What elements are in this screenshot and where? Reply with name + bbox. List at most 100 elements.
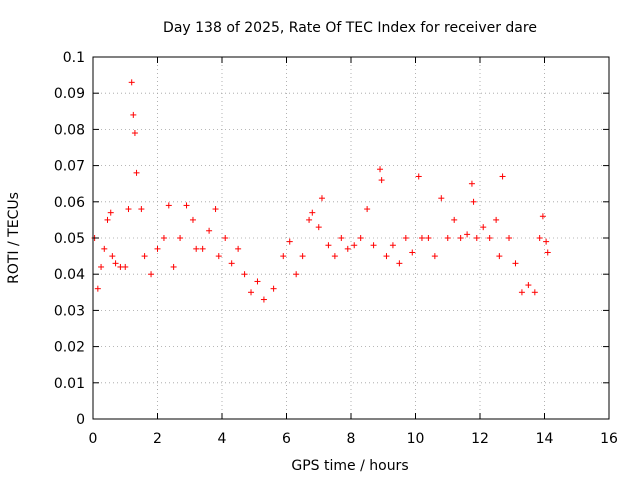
data-point bbox=[444, 235, 451, 241]
data-point bbox=[109, 253, 116, 260]
data-point bbox=[486, 235, 493, 241]
data-point bbox=[480, 224, 487, 231]
data-point bbox=[309, 209, 316, 216]
data-point bbox=[138, 206, 145, 213]
data-point bbox=[133, 169, 140, 176]
data-point bbox=[415, 173, 422, 180]
data-point bbox=[183, 202, 190, 209]
data-point bbox=[189, 216, 196, 223]
data-point bbox=[101, 245, 108, 252]
data-point bbox=[402, 235, 409, 241]
data-point bbox=[286, 238, 293, 245]
data-point bbox=[260, 296, 267, 303]
data-point bbox=[470, 198, 477, 205]
x-tick-label: 10 bbox=[407, 431, 425, 447]
data-point bbox=[193, 245, 200, 252]
data-point bbox=[531, 289, 538, 296]
data-point bbox=[94, 285, 101, 292]
data-point bbox=[438, 195, 445, 202]
data-point bbox=[377, 166, 384, 173]
data-point bbox=[351, 242, 358, 249]
y-tick-label: 0.05 bbox=[54, 231, 85, 247]
data-point bbox=[131, 130, 138, 137]
y-tick-label: 0.1 bbox=[63, 50, 85, 66]
data-point bbox=[170, 263, 177, 270]
data-point bbox=[280, 253, 287, 260]
y-tick-label: 0.02 bbox=[54, 340, 85, 356]
y-tick-label: 0.03 bbox=[54, 303, 85, 319]
y-tick-label: 0.09 bbox=[54, 86, 85, 102]
data-point bbox=[338, 235, 345, 241]
data-point bbox=[543, 238, 550, 245]
grid-lines bbox=[93, 57, 609, 419]
data-point bbox=[199, 245, 206, 252]
y-tick-label: 0.06 bbox=[54, 195, 85, 211]
data-point bbox=[344, 245, 351, 252]
data-point bbox=[396, 260, 403, 267]
data-point bbox=[496, 253, 503, 260]
data-point bbox=[473, 235, 480, 241]
chart-title: Day 138 of 2025, Rate Of TEC Index for r… bbox=[163, 20, 537, 36]
data-point bbox=[293, 271, 300, 278]
data-point bbox=[154, 245, 161, 252]
x-tick-label: 6 bbox=[282, 431, 291, 447]
data-point bbox=[493, 216, 500, 223]
data-point bbox=[228, 260, 235, 267]
data-point bbox=[165, 202, 172, 209]
data-point bbox=[389, 242, 396, 249]
data-point bbox=[148, 271, 155, 278]
data-point bbox=[254, 278, 261, 285]
data-point bbox=[112, 260, 119, 267]
x-tick-label: 12 bbox=[471, 431, 489, 447]
data-point bbox=[544, 249, 551, 256]
data-point bbox=[518, 289, 525, 296]
data-point bbox=[206, 227, 213, 234]
x-axis-label: GPS time / hours bbox=[291, 458, 408, 474]
data-point bbox=[357, 235, 364, 241]
x-tick-label: 4 bbox=[218, 431, 227, 447]
data-point bbox=[512, 260, 519, 267]
data-point bbox=[215, 253, 222, 260]
data-point bbox=[122, 263, 129, 270]
x-tick-label: 8 bbox=[347, 431, 356, 447]
data-point bbox=[104, 216, 111, 223]
data-point bbox=[418, 235, 425, 241]
y-tick-label: 0.08 bbox=[54, 122, 85, 138]
data-point bbox=[248, 289, 255, 296]
data-points bbox=[91, 79, 551, 303]
x-tick-label: 0 bbox=[89, 431, 98, 447]
x-tick-label: 14 bbox=[536, 431, 554, 447]
data-point bbox=[331, 253, 338, 260]
data-point bbox=[468, 180, 475, 187]
data-point bbox=[325, 242, 332, 249]
data-point bbox=[536, 235, 543, 241]
data-point bbox=[241, 271, 248, 278]
data-point bbox=[125, 206, 132, 213]
y-axis-label: ROTI / TECUs bbox=[6, 192, 22, 284]
data-point bbox=[177, 235, 184, 241]
data-point bbox=[364, 206, 371, 213]
axis-ticks: 0 2 4 6 8 10 12 14 16 0 0.01 0.02 0.03 0.04 0.05 0.06 0.… bbox=[54, 50, 618, 447]
data-point bbox=[160, 235, 167, 241]
data-point bbox=[98, 263, 105, 270]
data-point bbox=[212, 206, 219, 213]
data-point bbox=[107, 209, 114, 216]
data-point bbox=[525, 282, 532, 289]
data-point bbox=[499, 173, 506, 180]
x-tick-label: 2 bbox=[153, 431, 162, 447]
data-point bbox=[128, 79, 135, 86]
data-point bbox=[378, 177, 385, 184]
data-point bbox=[299, 253, 306, 260]
data-point bbox=[370, 242, 377, 249]
data-point bbox=[539, 213, 546, 220]
data-point bbox=[506, 235, 513, 241]
y-tick-label: 0.07 bbox=[54, 159, 85, 175]
y-tick-label: 0 bbox=[76, 412, 85, 428]
data-point bbox=[235, 245, 242, 252]
data-point bbox=[431, 253, 438, 260]
data-point bbox=[383, 253, 390, 260]
data-point bbox=[451, 216, 458, 223]
x-tick-label: 16 bbox=[600, 431, 618, 447]
data-point bbox=[425, 235, 432, 241]
